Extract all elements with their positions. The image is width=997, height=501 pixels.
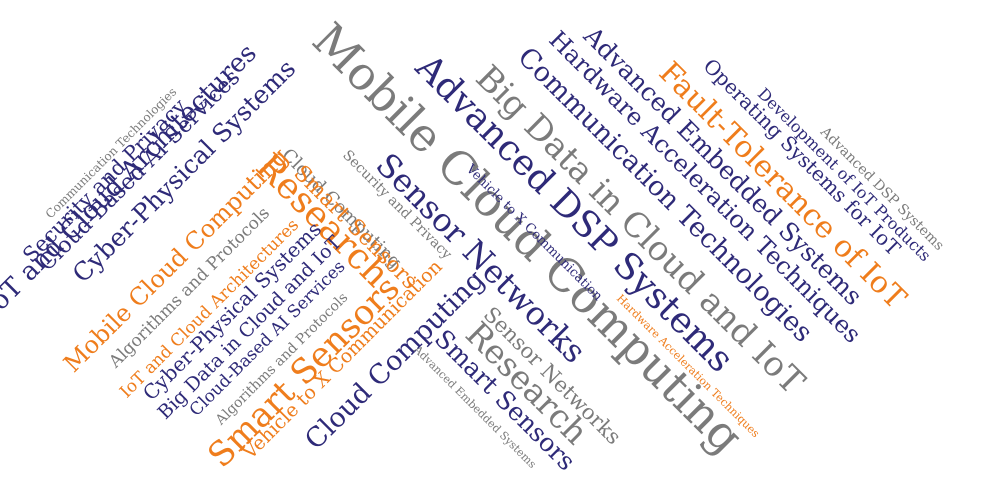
word-cloud-based-ai-services-19: Cloud-Based AI Services bbox=[34, 65, 246, 277]
